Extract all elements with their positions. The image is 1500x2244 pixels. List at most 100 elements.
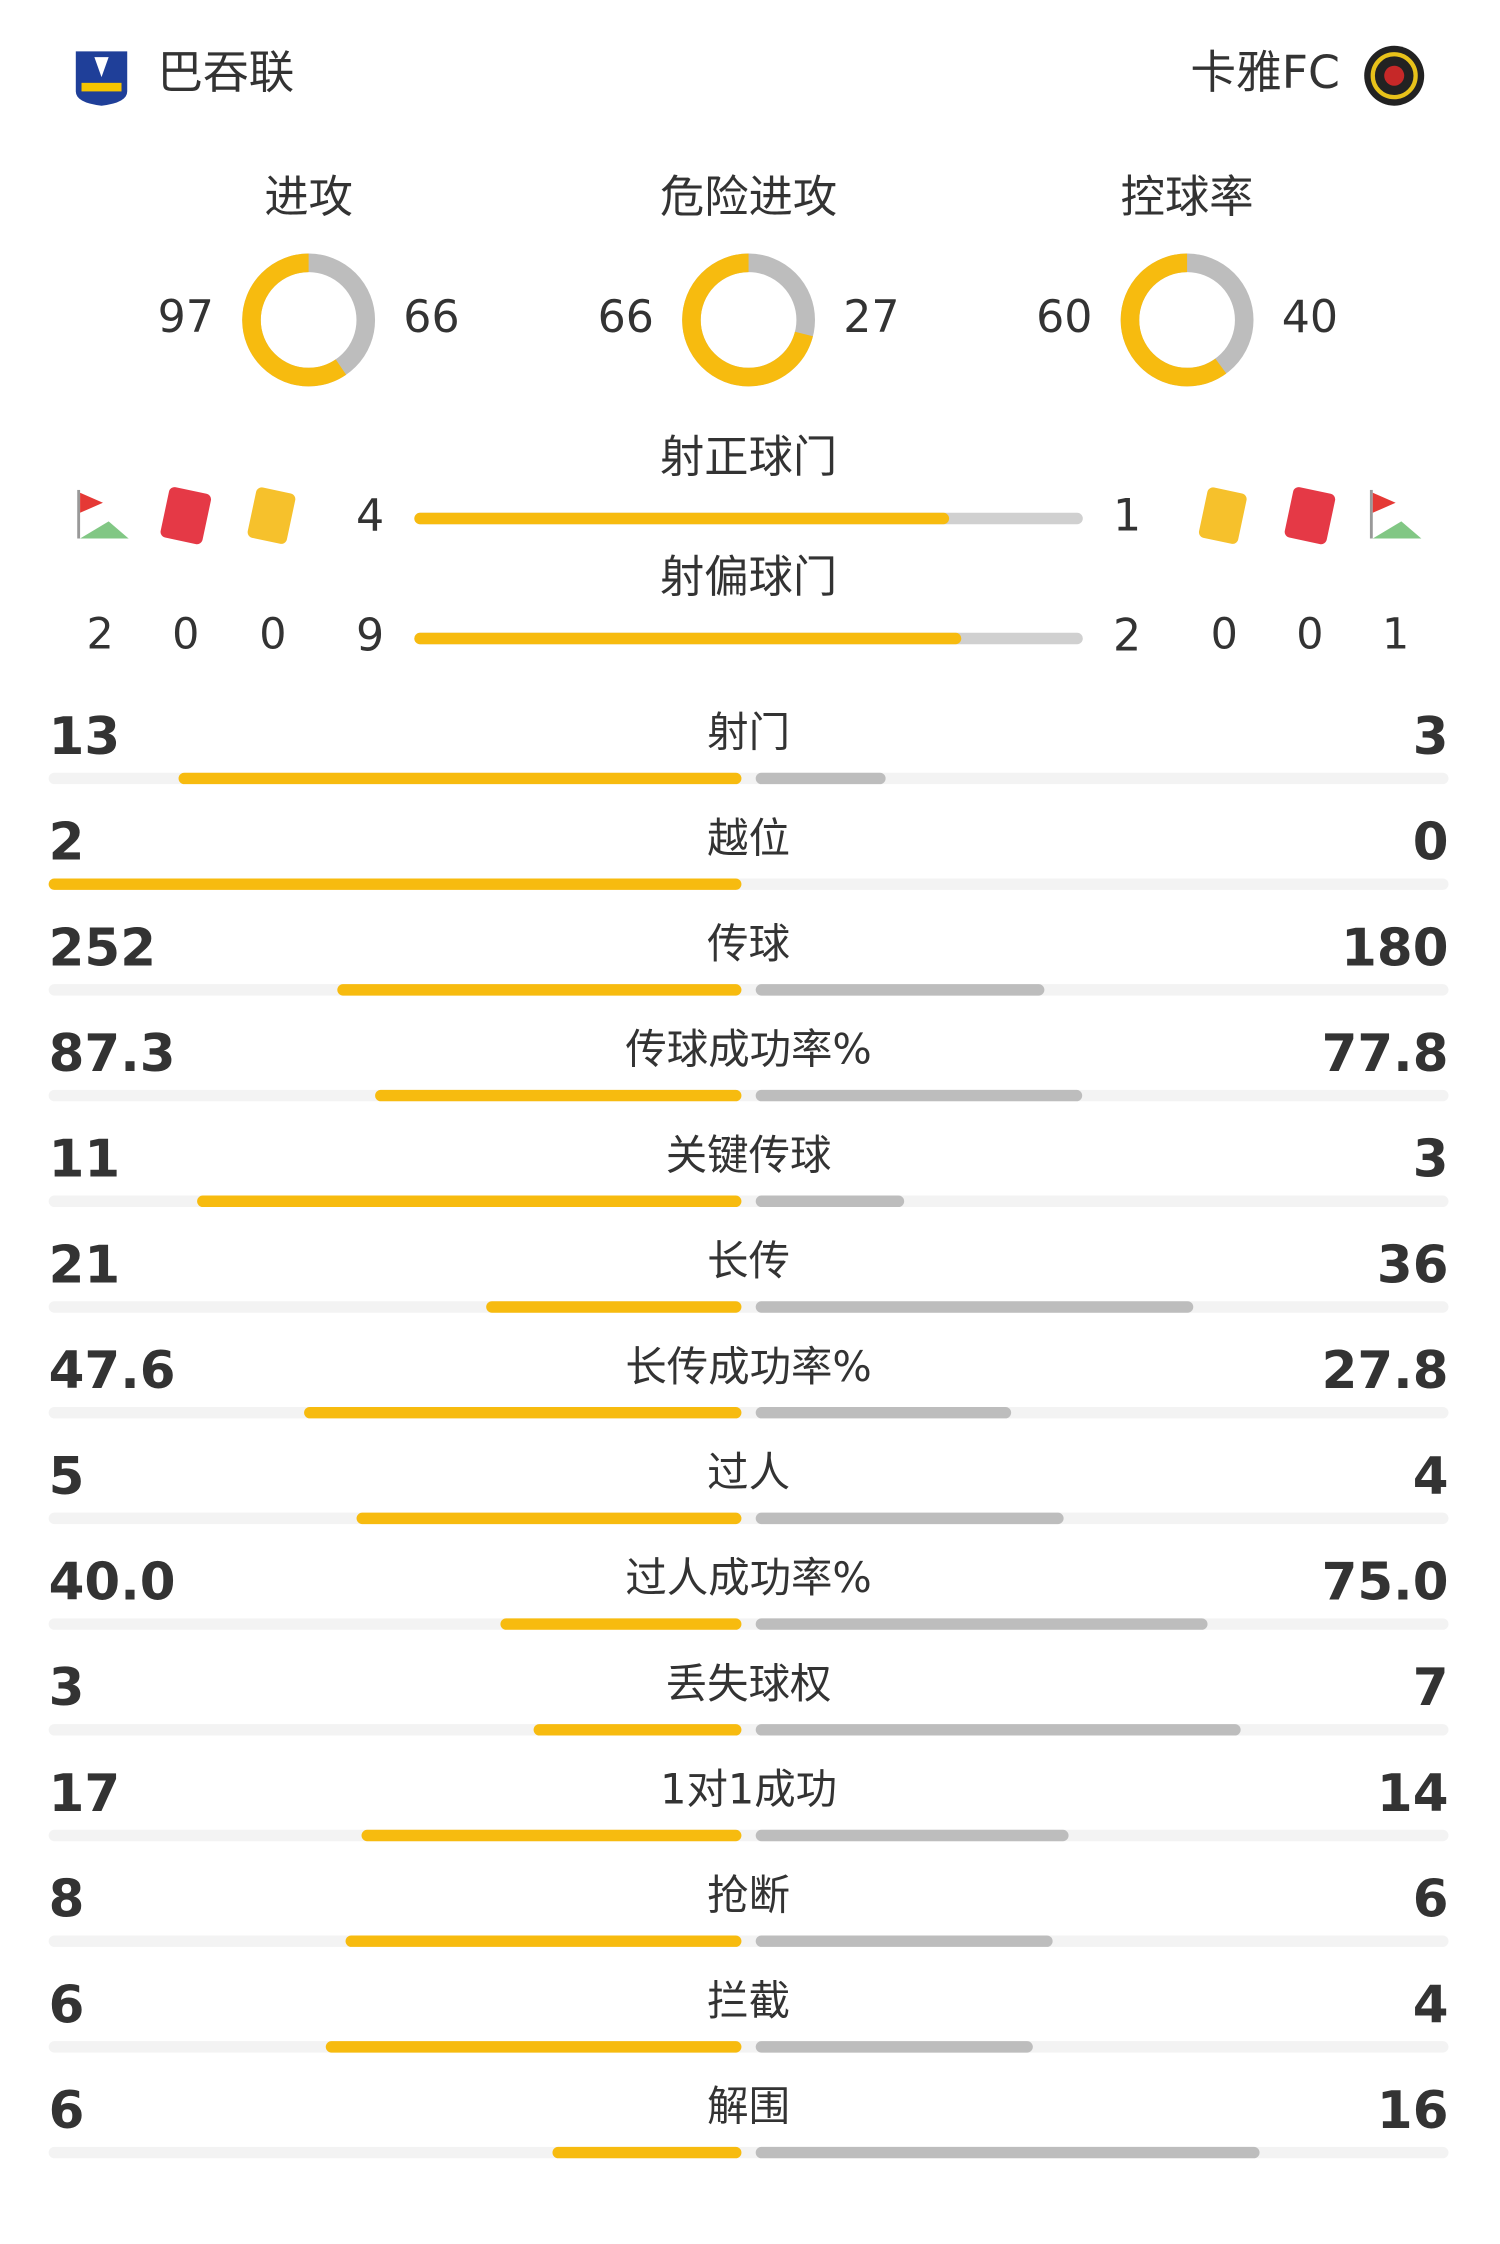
stat-home: 47.6 [49,1341,176,1401]
ring-label: 进攻 [264,172,353,223]
ring-home-value: 97 [158,292,214,343]
stat-away-bar [755,1089,1083,1102]
stat-home-bar [533,1724,742,1736]
home-red-cards: 0 [172,610,199,660]
stat-home: 8 [49,1870,85,1930]
stat-track [48,2041,1449,2053]
stat-label: 传球成功率% [625,1026,871,1074]
stat-away-bar [755,1935,1053,1947]
stat-home-bar [337,984,742,996]
stat-label: 过人成功率% [625,1554,871,1602]
stat-home-bar [486,1301,742,1313]
stat-away-bar [755,1618,1208,1630]
stat-label: 抢断 [707,1871,790,1919]
stat-home: 3 [49,1658,85,1718]
stat-away: 7 [1413,1658,1449,1718]
stat-track [48,984,1449,996]
away-yellow-cards: 0 [1211,610,1238,660]
ring-away-value: 27 [843,292,899,343]
stat-track [48,1618,1449,1630]
stat-track [48,1829,1449,1842]
stat-away: 16 [1377,2081,1449,2141]
stat-home-bar [552,2146,742,2159]
stat-home: 6 [49,1975,85,2035]
stat-label: 越位 [707,814,790,862]
stat-home-bar [197,1195,742,1207]
stat-away-bar [755,1512,1064,1525]
stat-home-bar [325,2041,742,2053]
stat-away: 3 [1413,707,1449,767]
stat-track [48,1512,1449,1525]
stat-label: 长传 [707,1237,790,1285]
away-red-cards: 0 [1296,610,1323,660]
stat-label: 拦截 [707,1977,790,2025]
stat-label: 传球 [707,920,790,968]
stat-home-bar [356,1512,742,1525]
ring-home [682,253,815,387]
stat-away: 77.8 [1322,1024,1449,1084]
stat-home-bar [48,878,742,890]
stat-home: 11 [49,1130,121,1190]
stat-track [48,1406,1449,1419]
away-corners: 1 [1382,610,1409,660]
stat-label: 丢失球权 [666,1660,832,1708]
stat-away: 4 [1413,1975,1449,2035]
stat-away-bar [755,1195,905,1207]
stat-label: 射门 [707,709,790,757]
shots-home: 4 [356,491,384,542]
stat-home-bar [500,1618,742,1630]
ring-home [1120,253,1254,387]
shots-away: 2 [1113,610,1141,661]
stat-home: 17 [49,1764,121,1824]
stat-home: 252 [49,918,156,978]
ring-home-value: 66 [598,292,654,343]
stat-track [48,1301,1449,1313]
stat-away-bar [755,772,886,785]
stat-home: 5 [49,1447,85,1507]
ring-away-value: 66 [403,292,459,343]
stat-home-bar [345,1935,742,1947]
stat-away: 3 [1413,1130,1449,1190]
stat-away-bar [755,2146,1260,2159]
away-name: 卡雅FC [1190,46,1340,99]
stat-home-bar [178,772,742,785]
shots-label: 射正球门 [660,432,837,483]
shots-away: 1 [1113,491,1141,542]
stat-away-bar [755,1724,1241,1736]
stat-label: 过人 [707,1449,790,1497]
stat-away-bar [755,1829,1069,1842]
stat-away: 27.8 [1322,1341,1449,1401]
stat-track [48,1089,1449,1102]
stat-away: 14 [1377,1764,1449,1824]
ring-home [242,253,376,387]
stat-away: 6 [1413,1870,1449,1930]
stat-away: 0 [1413,813,1449,873]
home-yellow-cards: 0 [259,610,286,660]
stat-away-bar [755,1406,1012,1419]
shots-home-bar [414,632,962,645]
away-logo [1364,45,1425,106]
stat-home-bar [361,1829,742,1842]
stat-away: 75.0 [1322,1553,1449,1613]
stat-label: 1对1成功 [660,1766,837,1814]
stat-label: 解围 [707,2083,790,2131]
stat-away: 4 [1413,1447,1449,1507]
ring-label: 控球率 [1121,172,1254,223]
stat-away: 36 [1377,1235,1449,1295]
shots-label: 射偏球门 [660,552,837,603]
ring-label: 危险进攻 [660,172,837,223]
cards-icons [77,487,1422,545]
home-corners: 2 [86,610,113,660]
stat-away: 180 [1341,918,1448,978]
home-logo [75,51,128,106]
stat-away-bar [755,1301,1194,1313]
stat-away-bar [755,2041,1033,2053]
shots-home: 9 [356,610,384,661]
stat-home-bar [375,1089,742,1102]
stat-home: 6 [49,2081,85,2141]
stat-home: 13 [49,707,121,767]
stat-home: 21 [49,1235,121,1295]
stat-label: 长传成功率% [625,1343,871,1391]
